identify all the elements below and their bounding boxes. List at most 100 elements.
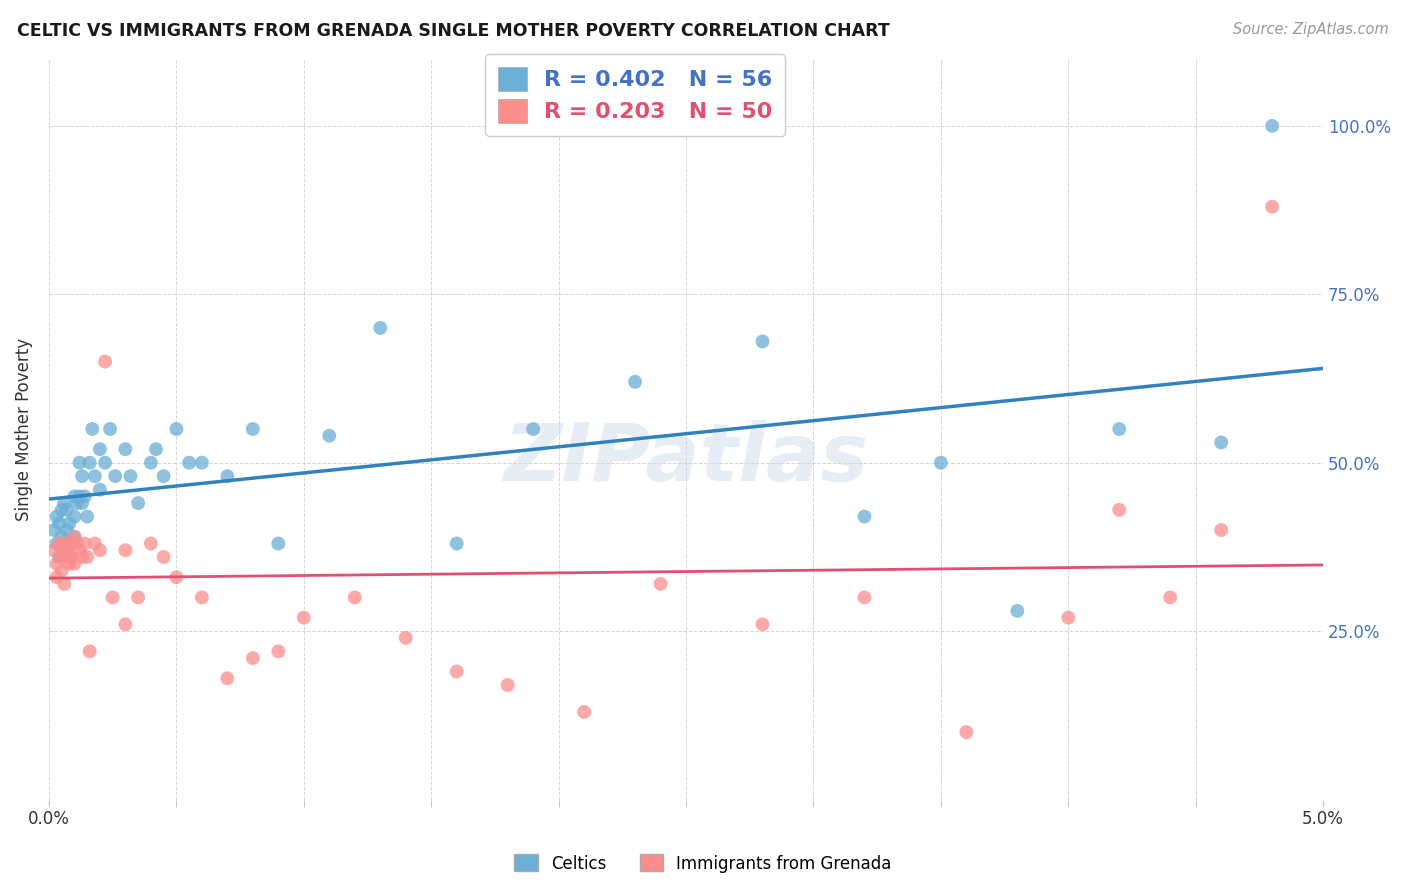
Point [76,509,98,524]
Point [82,422,104,436]
Point [1108,422,1130,436]
Point [751,617,773,632]
Point [1007,604,1029,618]
Point [45,536,67,550]
Point [446,536,468,550]
Point [104,469,127,483]
Point [70,549,93,564]
Y-axis label: Single Mother Poverty: Single Mother Poverty [15,337,32,521]
Point [395,631,418,645]
Point [139,456,162,470]
Point [267,536,290,550]
Point [1108,503,1130,517]
Point [955,725,977,739]
Text: Source: ZipAtlas.com: Source: ZipAtlas.com [1233,22,1389,37]
Point [63,530,86,544]
Point [53,536,76,550]
Point [1211,523,1233,537]
Point [63,557,86,571]
Point [56,523,79,537]
Point [1261,200,1284,214]
Text: ZIPatlas: ZIPatlas [503,419,869,498]
Point [929,456,952,470]
Point [267,644,290,658]
Point [191,591,214,605]
Point [318,428,340,442]
Point [152,469,174,483]
Point [73,536,96,550]
Point [217,469,239,483]
Point [522,422,544,436]
Point [446,665,468,679]
Point [56,503,79,517]
Point [292,610,315,624]
Point [48,516,70,531]
Point [650,577,672,591]
Point [56,549,79,564]
Text: CELTIC VS IMMIGRANTS FROM GRENADA SINGLE MOTHER POVERTY CORRELATION CHART: CELTIC VS IMMIGRANTS FROM GRENADA SINGLE… [17,22,890,40]
Point [853,509,876,524]
Point [48,549,70,564]
Point [1261,119,1284,133]
Point [48,536,70,550]
Point [63,509,86,524]
Point [79,644,101,658]
Point [79,456,101,470]
Point [69,489,91,503]
Point [89,543,111,558]
Point [69,456,91,470]
Point [51,564,73,578]
Point [496,678,519,692]
Point [60,549,83,564]
Point [98,422,121,436]
Point [56,543,79,558]
Point [53,496,76,510]
Point [63,530,86,544]
Point [51,503,73,517]
Point [217,671,239,685]
Point [70,469,93,483]
Point [60,536,83,550]
Point [127,496,149,510]
Point [51,549,73,564]
Point [51,530,73,544]
Point [45,570,67,584]
Point [853,591,876,605]
Point [73,489,96,503]
Legend: Celtics, Immigrants from Grenada: Celtics, Immigrants from Grenada [508,847,898,880]
Point [1159,591,1181,605]
Point [69,543,91,558]
Point [70,496,93,510]
Point [165,570,187,584]
Point [127,591,149,605]
Point [58,557,80,571]
Point [751,334,773,349]
Point [114,617,136,632]
Point [94,354,117,368]
Point [45,509,67,524]
Point [45,557,67,571]
Point [83,536,105,550]
Point [165,422,187,436]
Point [58,536,80,550]
Point [242,651,264,665]
Point [66,536,89,550]
Point [152,549,174,564]
Point [139,536,162,550]
Point [179,456,201,470]
Point [42,543,65,558]
Point [58,516,80,531]
Point [120,469,142,483]
Point [114,543,136,558]
Point [53,577,76,591]
Point [42,523,65,537]
Point [572,705,595,719]
Point [1057,610,1080,624]
Point [58,549,80,564]
Point [101,591,124,605]
Point [94,456,117,470]
Point [1211,435,1233,450]
Point [242,422,264,436]
Point [76,549,98,564]
Point [83,469,105,483]
